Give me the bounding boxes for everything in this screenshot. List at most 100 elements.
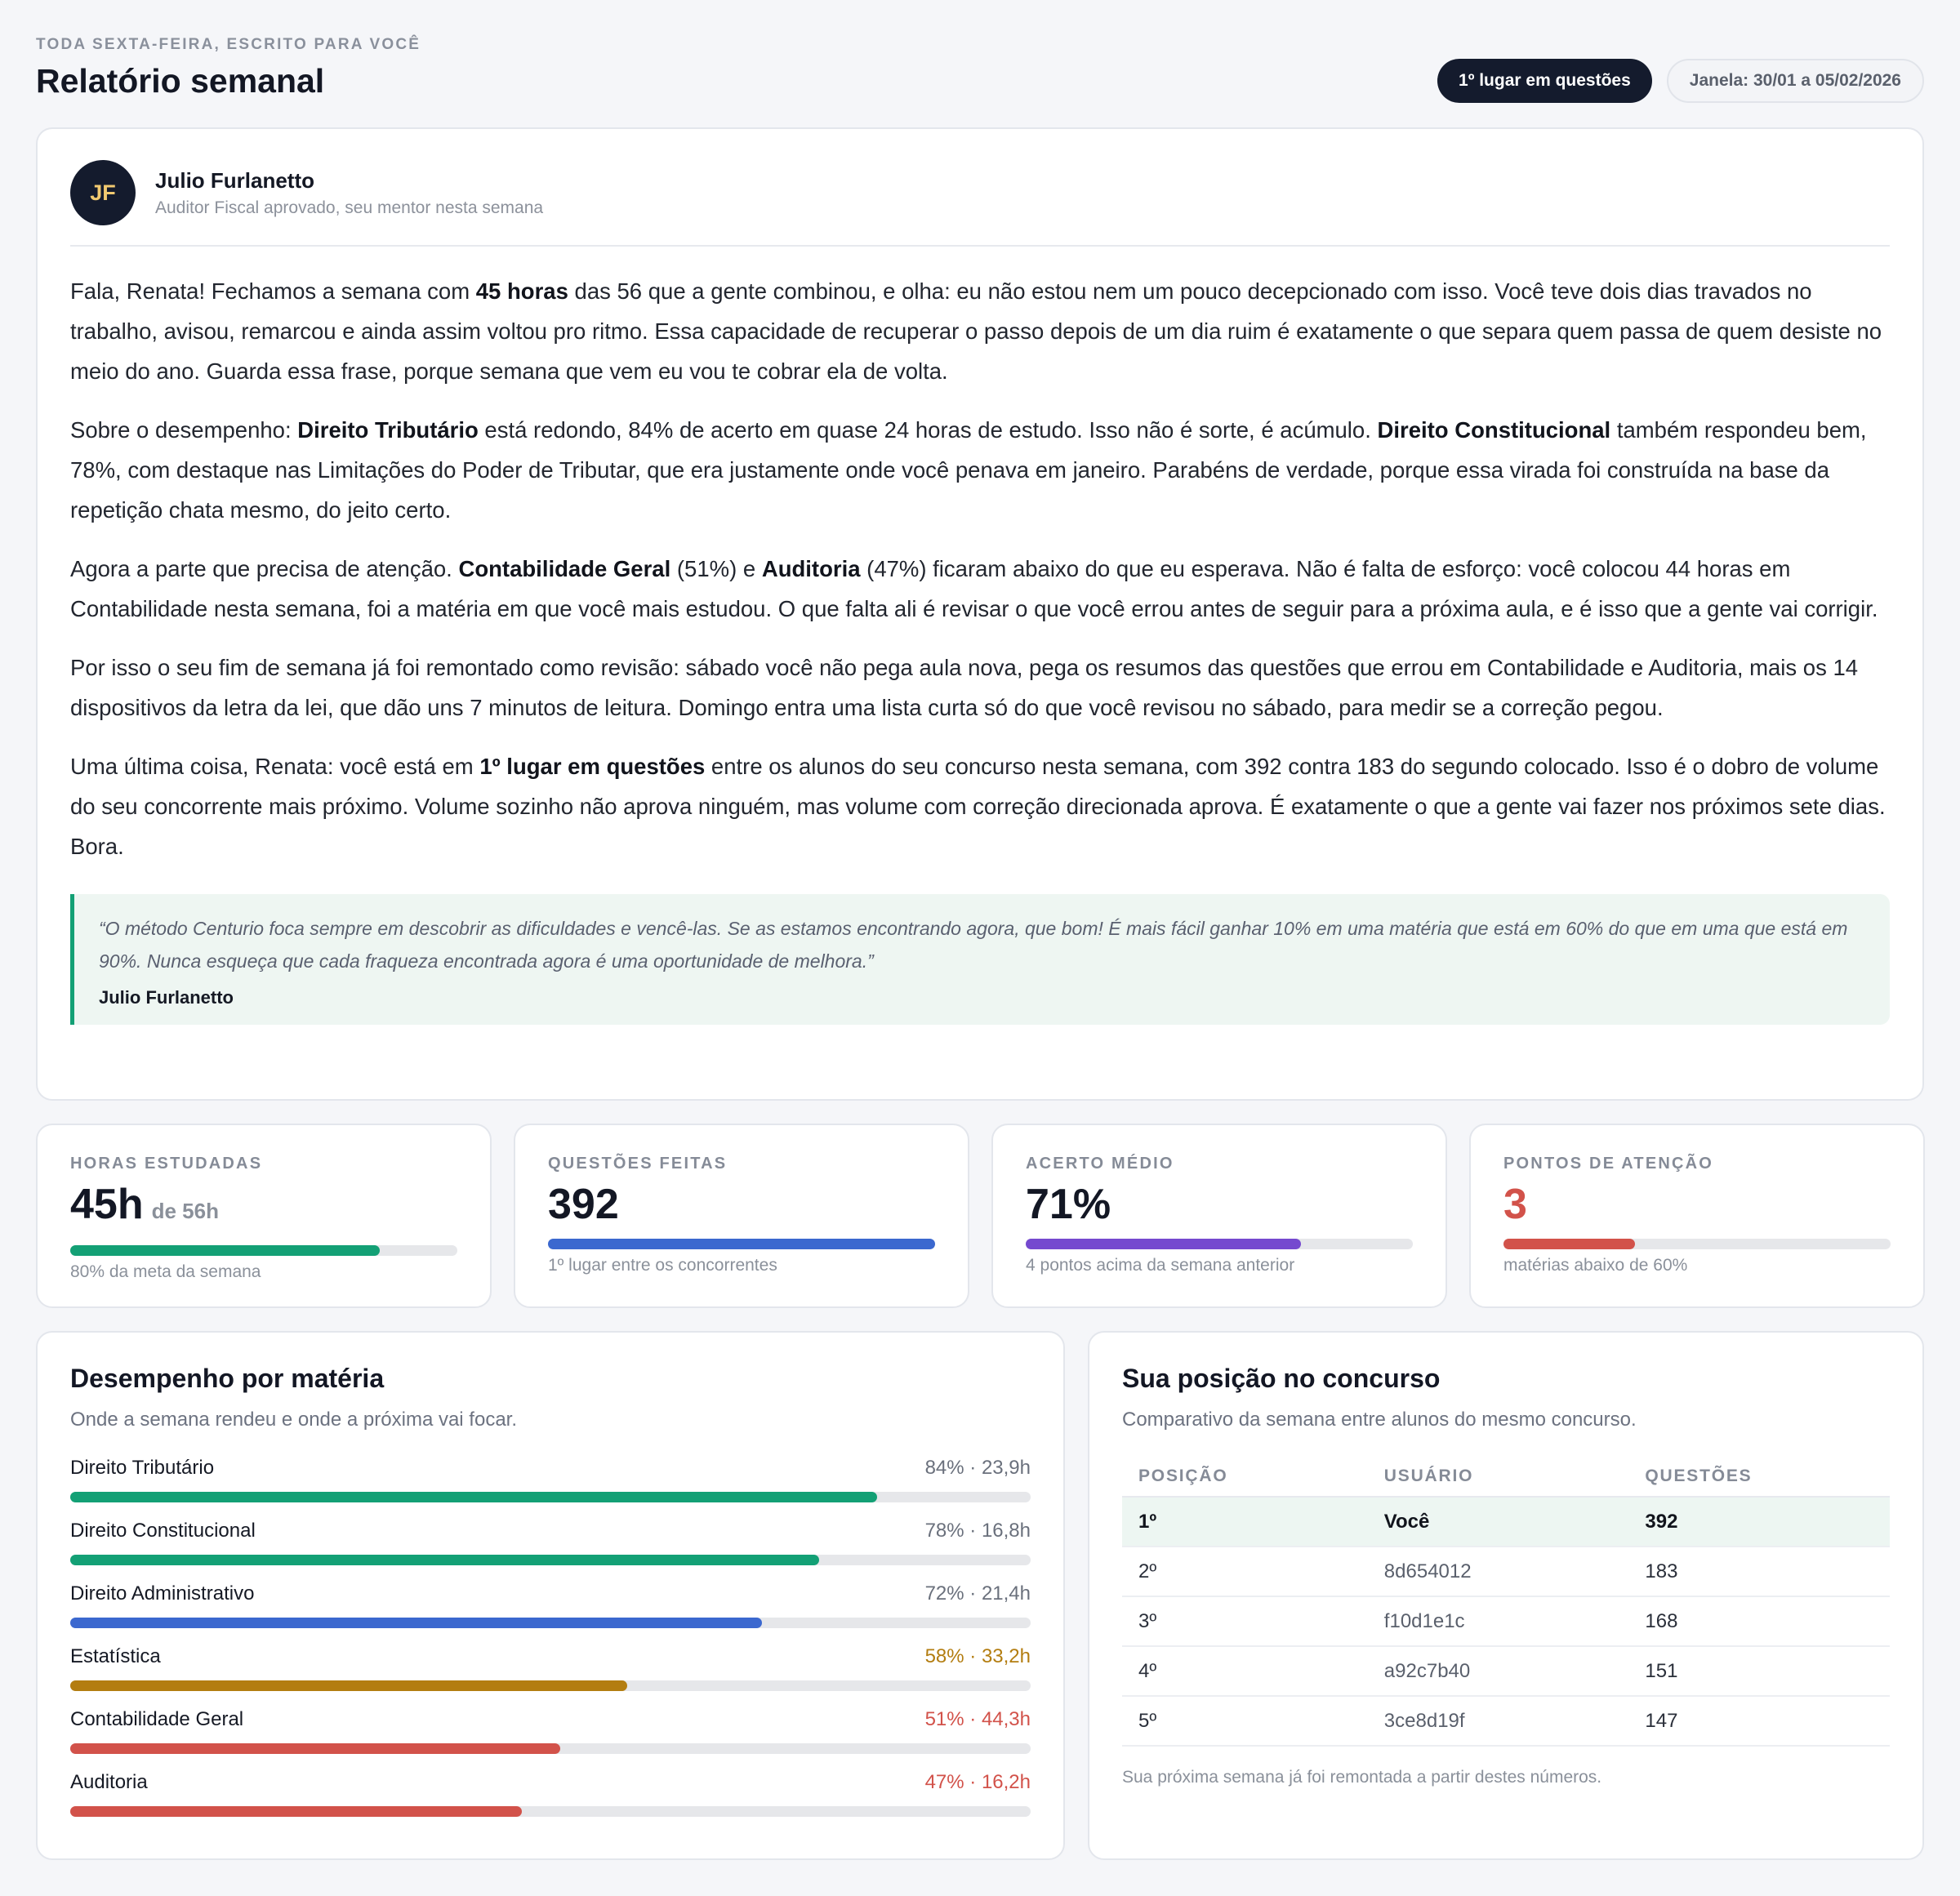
- subject-row: Direito Administrativo 72% · 21,4h: [70, 1582, 1031, 1628]
- stat-label: ACERTO MÉDIO: [1026, 1155, 1174, 1173]
- rank-chip[interactable]: 1º lugar em questões: [1437, 59, 1652, 103]
- quote-author: Julio Furlanetto: [99, 987, 234, 1008]
- column-header-questions[interactable]: QUESTÕES: [1628, 1456, 1890, 1498]
- letter-paragraph-2: Sobre o desempenho: Direito Tributário e…: [70, 417, 1867, 523]
- subjects-title: Desempenho por matéria: [70, 1364, 385, 1393]
- column-header-position[interactable]: POSIÇÃO: [1122, 1456, 1368, 1498]
- stat-label: PONTOS DE ATENÇÃO: [1503, 1155, 1714, 1173]
- rank-position: 5º: [1122, 1696, 1368, 1747]
- mentor-role: Auditor Fiscal aprovado, seu mentor nest…: [155, 198, 544, 217]
- ranking-card: Sua posição no concurso Comparativo da s…: [1088, 1331, 1924, 1860]
- stat-card-hours: HORAS ESTUDADAS 45h de 56h 80% da meta da…: [36, 1124, 492, 1308]
- subject-row: Direito Constitucional 78% · 16,8h: [70, 1519, 1031, 1565]
- rank-position: 1º: [1122, 1497, 1368, 1547]
- stat-value: 71%: [1026, 1181, 1111, 1228]
- stat-progress-bar: [1026, 1239, 1413, 1249]
- subject-value: 78% · 16,8h: [924, 1520, 1031, 1542]
- ranking-row: 3º f10d1e1c 168: [1122, 1596, 1890, 1647]
- stat-progress-fill: [70, 1245, 381, 1256]
- subject-progress-bar: [70, 1743, 1031, 1754]
- subjects-subtitle: Onde a semana rendeu e onde a próxima va…: [70, 1409, 518, 1431]
- subject-progress-bar: [70, 1618, 1031, 1628]
- ranking-title: Sua posição no concurso: [1122, 1364, 1441, 1393]
- ranking-row: 5º 3ce8d19f 147: [1122, 1696, 1890, 1747]
- subject-row: Auditoria 47% · 16,2h: [70, 1770, 1031, 1817]
- rank-questions: 183: [1628, 1547, 1890, 1597]
- rank-user: a92c7b40: [1367, 1646, 1629, 1697]
- mentor-header: JF Julio Furlanetto Auditor Fiscal aprov…: [70, 158, 1890, 247]
- ranking-row: 4º a92c7b40 151: [1122, 1646, 1890, 1697]
- ranking-row: 1º Você 392: [1122, 1497, 1890, 1547]
- rank-user: Você: [1367, 1497, 1629, 1547]
- rank-questions: 168: [1628, 1596, 1890, 1647]
- rank-questions: 151: [1628, 1646, 1890, 1697]
- rank-user: 3ce8d19f: [1367, 1696, 1629, 1747]
- subject-progress-fill: [70, 1492, 877, 1502]
- rank-position: 2º: [1122, 1547, 1368, 1597]
- rank-user: 8d654012: [1367, 1547, 1629, 1597]
- ranking-table: POSIÇÃO USUÁRIO QUESTÕES 1º Você 392 2º 8d65…: [1122, 1456, 1890, 1747]
- stat-progress-fill: [548, 1239, 935, 1249]
- date-window-chip[interactable]: Janela: 30/01 a 05/02/2026: [1666, 59, 1924, 103]
- rank-questions: 392: [1628, 1497, 1890, 1547]
- stat-progress-fill: [1026, 1239, 1301, 1249]
- subject-performance-card: Desempenho por matéria Onde a semana ren…: [36, 1331, 1065, 1860]
- page-eyebrow: TODA SEXTA-FEIRA, ESCRITO PARA VOCÊ: [36, 36, 421, 53]
- stat-card-attention: PONTOS DE ATENÇÃO 3 matérias abaixo de 6…: [1469, 1124, 1925, 1308]
- stat-note: 1º lugar entre os concorrentes: [548, 1256, 777, 1275]
- subject-progress-fill: [70, 1743, 560, 1754]
- subject-value: 58% · 33,2h: [924, 1645, 1031, 1667]
- subject-progress-fill: [70, 1555, 820, 1565]
- stat-note: 80% da meta da semana: [70, 1262, 261, 1281]
- subject-progress-bar: [70, 1492, 1031, 1502]
- mentor-avatar: JF: [70, 160, 136, 225]
- rank-user: f10d1e1c: [1367, 1596, 1629, 1647]
- mentor-letter-card: JF Julio Furlanetto Auditor Fiscal aprov…: [36, 127, 1924, 1101]
- rank-questions: 147: [1628, 1696, 1890, 1747]
- subject-list: Direito Tributário 84% · 23,9h Direito Con…: [70, 1456, 1031, 1817]
- stat-value: 45h de 56h: [70, 1181, 219, 1228]
- stat-sub: de 56h: [151, 1199, 219, 1223]
- subject-value: 51% · 44,3h: [924, 1708, 1031, 1730]
- subject-row: Estatística 58% · 33,2h: [70, 1645, 1031, 1691]
- letter-paragraph-3: Agora a parte que precisa de atenção. Co…: [70, 556, 1878, 621]
- stat-note: matérias abaixo de 60%: [1503, 1256, 1688, 1275]
- ranking-subtitle: Comparativo da semana entre alunos do me…: [1122, 1409, 1637, 1431]
- subject-progress-bar: [70, 1680, 1031, 1691]
- stat-progress-bar: [70, 1245, 457, 1256]
- ranking-footnote: Sua próxima semana já foi remontada a pa…: [1122, 1768, 1602, 1787]
- subject-progress-bar: [70, 1806, 1031, 1817]
- subject-row: Contabilidade Geral 51% · 44,3h: [70, 1707, 1031, 1754]
- rank-position: 3º: [1122, 1596, 1368, 1647]
- letter-paragraph-5: Uma última coisa, Renata: você está em 1…: [70, 754, 1886, 859]
- stat-note: 4 pontos acima da semana anterior: [1026, 1256, 1295, 1275]
- subject-value: 84% · 23,9h: [924, 1457, 1031, 1479]
- subject-progress-fill: [70, 1806, 522, 1817]
- subject-value: 47% · 16,2h: [924, 1771, 1031, 1793]
- stat-card-accuracy: ACERTO MÉDIO 71% 4 pontos acima da seman…: [991, 1124, 1447, 1308]
- subject-value: 72% · 21,4h: [924, 1582, 1031, 1604]
- header-chips: 1º lugar em questões Janela: 30/01 a 05/…: [1437, 59, 1924, 103]
- stat-progress-bar: [1503, 1239, 1891, 1249]
- stat-value: 392: [548, 1181, 619, 1228]
- letter-paragraph-4: Por isso o seu fim de semana já foi remo…: [70, 655, 1859, 720]
- subject-name: Estatística: [70, 1645, 161, 1667]
- stat-progress-fill: [1503, 1239, 1636, 1249]
- stat-card-questions: QUESTÕES FEITAS 392 1º lugar entre os co…: [514, 1124, 969, 1308]
- quote-text: “O método Centurio foca sempre em descob…: [99, 918, 1848, 972]
- ranking-row: 2º 8d654012 183: [1122, 1547, 1890, 1597]
- letter-body: Fala, Renata! Fechamos a semana com 45 h…: [70, 271, 1890, 866]
- subject-name: Direito Administrativo: [70, 1582, 255, 1604]
- subject-progress-bar: [70, 1555, 1031, 1565]
- stat-label: QUESTÕES FEITAS: [548, 1155, 728, 1173]
- mentor-quote: “O método Centurio foca sempre em descob…: [70, 894, 1890, 1025]
- subject-name: Auditoria: [70, 1771, 148, 1793]
- rank-position: 4º: [1122, 1646, 1368, 1697]
- column-header-user[interactable]: USUÁRIO: [1367, 1456, 1629, 1498]
- ranking-header-row: POSIÇÃO USUÁRIO QUESTÕES: [1122, 1456, 1890, 1498]
- subject-name: Direito Constitucional: [70, 1520, 256, 1542]
- subject-name: Contabilidade Geral: [70, 1708, 244, 1730]
- stat-progress-bar: [548, 1239, 935, 1249]
- subject-name: Direito Tributário: [70, 1457, 215, 1479]
- stat-label: HORAS ESTUDADAS: [70, 1155, 263, 1173]
